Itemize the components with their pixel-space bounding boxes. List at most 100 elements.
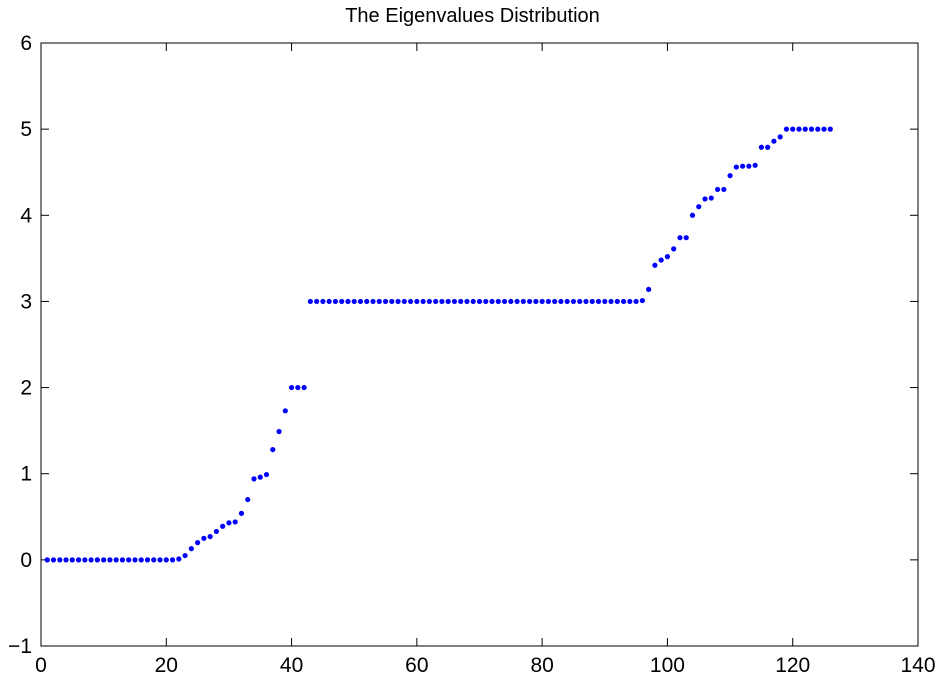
data-point [501, 298, 508, 305]
data-point [307, 298, 313, 305]
data-point [75, 557, 82, 563]
data-point [483, 298, 489, 305]
data-point [677, 235, 683, 241]
data-point [82, 557, 88, 563]
y-tick-label: −1 [8, 635, 32, 658]
data-point [245, 496, 251, 503]
data-point [88, 557, 94, 563]
data-point [783, 126, 790, 132]
data-point [602, 298, 608, 305]
data-point [658, 257, 664, 263]
data-point [395, 298, 401, 305]
y-tick-label: 6 [20, 32, 32, 55]
data-point [458, 298, 464, 305]
data-point [113, 557, 119, 563]
data-point [207, 533, 213, 540]
data-point [44, 557, 50, 563]
data-point [570, 298, 577, 305]
data-point [533, 298, 539, 305]
data-point [151, 557, 157, 563]
data-point [138, 557, 144, 563]
data-point [213, 528, 219, 535]
data-point [445, 298, 451, 305]
data-point [132, 557, 138, 563]
data-point [376, 298, 382, 305]
data-point [633, 298, 639, 305]
data-point [689, 212, 696, 218]
data-point [702, 196, 708, 202]
data-point [201, 535, 207, 541]
y-tick-label: 2 [20, 377, 32, 400]
data-point [589, 298, 595, 305]
data-point [508, 298, 514, 305]
x-tick-label: 60 [405, 654, 428, 677]
data-point [94, 557, 100, 563]
data-point [169, 557, 176, 563]
data-point [382, 298, 389, 305]
data-point [740, 163, 746, 169]
data-point [790, 126, 796, 132]
data-point [282, 408, 288, 414]
data-point [144, 557, 151, 563]
data-point [495, 298, 501, 305]
y-tick-label: 3 [20, 290, 32, 313]
data-point [746, 163, 752, 169]
data-point [646, 286, 652, 292]
data-point [119, 557, 126, 563]
data-point [808, 126, 815, 132]
data-point [232, 519, 238, 525]
data-point [476, 298, 483, 305]
data-point [288, 384, 295, 391]
x-tick-label: 0 [35, 654, 47, 677]
data-point [577, 298, 583, 305]
data-point [414, 298, 420, 305]
data-point [50, 557, 57, 563]
data-point [558, 298, 564, 305]
data-point [664, 254, 671, 260]
x-tick-label: 40 [280, 654, 303, 677]
data-point [370, 298, 376, 305]
data-point [420, 298, 426, 305]
data-point [389, 298, 395, 305]
y-tick-label: 1 [20, 463, 32, 486]
data-point [552, 298, 558, 305]
data-point [727, 173, 733, 179]
data-point [696, 204, 702, 210]
data-point [639, 297, 645, 304]
data-point [326, 298, 332, 305]
data-point [821, 126, 827, 132]
data-point [345, 298, 351, 305]
x-tick-label: 140 [900, 654, 935, 677]
x-tick-label: 20 [155, 654, 178, 677]
data-point [827, 126, 833, 132]
data-point [426, 298, 432, 305]
data-point [433, 298, 439, 305]
data-point [357, 298, 364, 305]
data-point [276, 428, 282, 435]
x-tick-label: 80 [530, 654, 553, 677]
data-point [451, 298, 458, 305]
data-point [238, 510, 245, 516]
data-point [251, 476, 257, 482]
data-point [708, 195, 714, 201]
data-point [771, 138, 777, 144]
data-point [489, 298, 495, 305]
data-point [107, 557, 113, 563]
x-tick-label: 120 [775, 654, 810, 677]
data-point [320, 298, 326, 305]
data-point [69, 557, 75, 563]
data-point [752, 162, 758, 168]
data-point [652, 262, 658, 268]
data-point [182, 552, 188, 559]
data-point [545, 298, 552, 305]
data-point [796, 126, 802, 132]
data-point [439, 298, 445, 305]
data-point [270, 446, 276, 453]
data-point [332, 298, 339, 305]
data-point [257, 474, 263, 480]
data-point [620, 298, 627, 305]
data-point [63, 557, 69, 563]
data-point [176, 556, 182, 562]
data-point [520, 298, 526, 305]
data-point [226, 520, 232, 526]
